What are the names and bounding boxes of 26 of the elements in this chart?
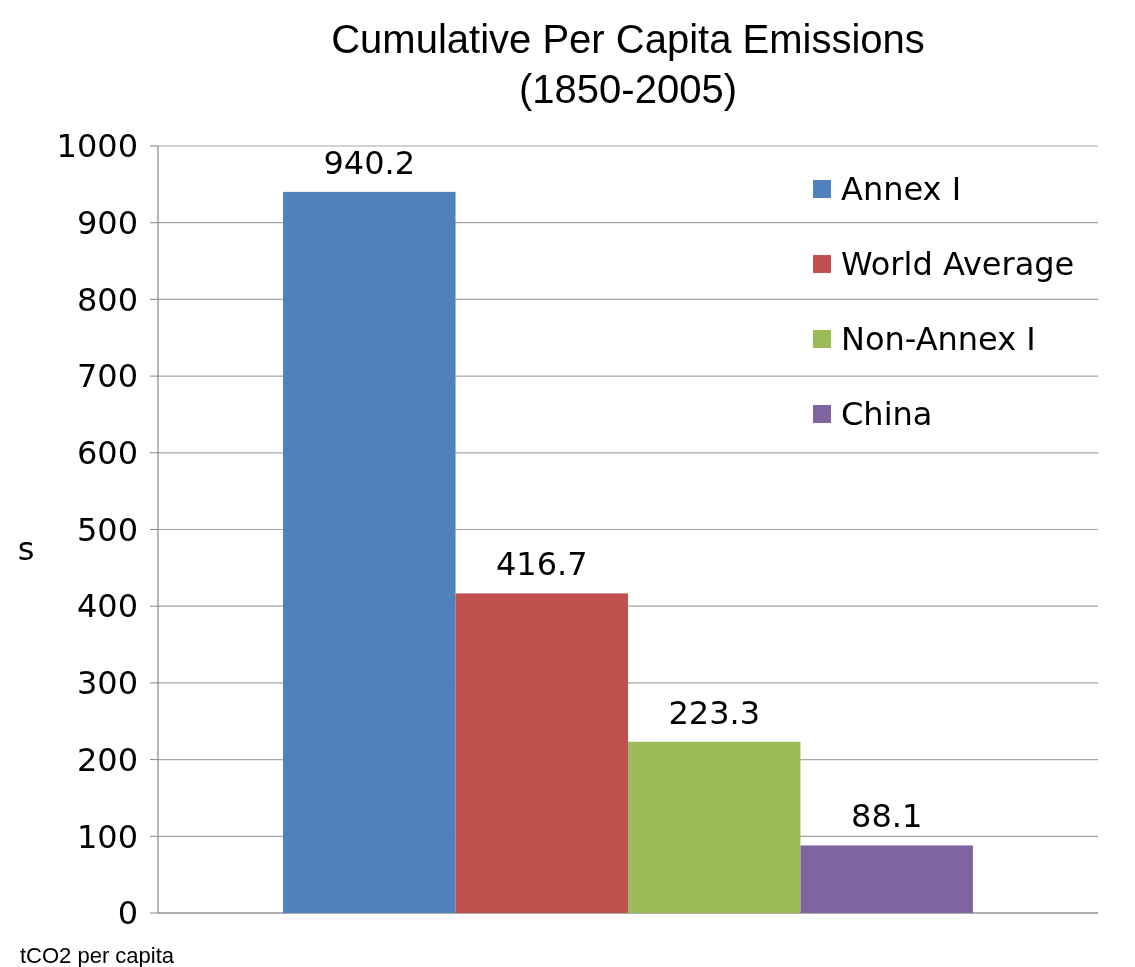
bar (800, 845, 973, 913)
data-label: 416.7 (495, 545, 588, 584)
bar (455, 593, 628, 913)
data-label: 223.3 (668, 693, 761, 732)
y-tick-label: 600 (76, 434, 138, 472)
y-tick-label: 800 (76, 280, 138, 319)
data-label: 88.1 (851, 797, 923, 836)
y-tick-label: 500 (76, 510, 138, 549)
bar (283, 191, 456, 913)
chart-title: Cumulative Per Capita Emissions (1850-2005) (331, 17, 925, 111)
y-tick-label: 200 (76, 740, 138, 779)
y-tick-label: 100 (76, 817, 138, 856)
bar (628, 741, 801, 913)
y-tick-label: 1000 (56, 127, 138, 166)
y-tick-label: 900 (76, 203, 138, 242)
y-axis-title: s (17, 529, 35, 568)
data-label: 940.2 (323, 143, 416, 182)
y-tick-label: 700 (76, 357, 138, 396)
legend-label: Annex I (841, 170, 962, 209)
legend-label: China (841, 395, 933, 434)
y-tick-label: 300 (76, 664, 138, 703)
y-tick-label: 400 (76, 587, 138, 626)
text: tCO2 per capita (20, 943, 175, 967)
legend-label: World Average (841, 245, 1075, 284)
legend-label: Non-Annex I (841, 320, 1036, 359)
y-tick-label: 0 (117, 894, 138, 933)
